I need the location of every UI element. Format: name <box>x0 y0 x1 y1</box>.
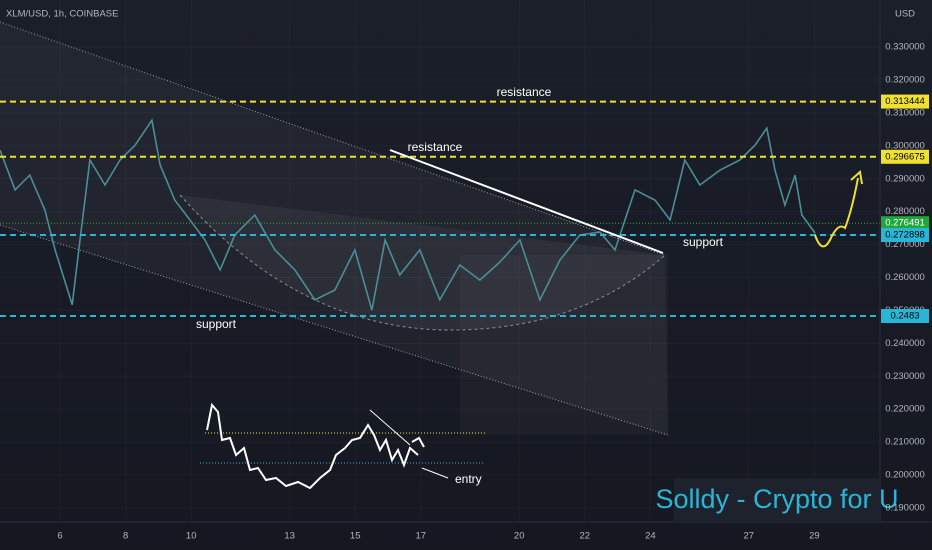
sketch-path <box>206 402 419 490</box>
x-tick-label: 20 <box>514 531 525 542</box>
projection-arrow <box>850 170 863 185</box>
y-tick-label: 0.220000 <box>885 404 925 415</box>
x-tick-label: 13 <box>284 531 295 542</box>
price-tag-label: 0.296675 <box>885 151 925 162</box>
channel-upper <box>0 21 666 256</box>
entry-arrow <box>421 467 449 479</box>
y-tick-label: 0.200000 <box>885 470 925 481</box>
price-tag <box>881 228 929 243</box>
y-tick-label: 0.280000 <box>885 206 925 217</box>
price-tag <box>881 309 929 324</box>
plot <box>0 100 880 318</box>
sketch-arrow <box>411 436 425 448</box>
price-tag-label: 0.276491 <box>885 218 925 229</box>
price-tag-label: 0.313444 <box>885 96 925 107</box>
y-tick-label: 0.230000 <box>885 371 925 382</box>
channel <box>0 22 668 435</box>
projection <box>814 177 859 248</box>
annotation: support <box>683 235 724 249</box>
y-tick-label: 0.240000 <box>885 338 925 349</box>
price-tag <box>881 216 929 231</box>
y-tick-label: 0.210000 <box>885 437 925 448</box>
y-tick-label: 0.260000 <box>885 272 925 283</box>
price-tag-label: 0.272898 <box>885 230 925 241</box>
x-tick-label: 24 <box>645 531 656 542</box>
annotation: resistance <box>408 140 463 154</box>
cup-curve <box>179 194 666 331</box>
y-tick-label: 0.310000 <box>885 107 925 118</box>
chart-title: XLM/USD, 1h, COINBASE <box>6 9 118 20</box>
y-tick-label: 0.270000 <box>885 239 925 250</box>
annotation: entry <box>455 472 482 486</box>
y-tick-label: 0.300000 <box>885 140 925 151</box>
x-tick-label: 22 <box>580 531 591 542</box>
x-tick-label: 6 <box>57 531 62 542</box>
price-tag <box>881 149 929 164</box>
x-tick-label: 29 <box>809 531 820 542</box>
y-tick-label: 0.290000 <box>885 173 925 184</box>
x-tick-label: 10 <box>186 531 197 542</box>
y-tick-label: 0.190000 <box>885 502 925 513</box>
annotation: support <box>196 317 237 331</box>
x-tick-label: 8 <box>123 531 128 542</box>
trendline <box>389 149 664 254</box>
y-tick-label: 0.330000 <box>885 42 925 53</box>
watermark-box <box>674 478 880 522</box>
y-axis-label: USD <box>895 9 915 20</box>
sketch-line <box>369 409 411 446</box>
watermark: Solldy - Crypto for U <box>655 484 898 514</box>
x-tick-label: 27 <box>744 531 755 542</box>
x-tick-label: 17 <box>416 531 427 542</box>
y-tick-label: 0.320000 <box>885 75 925 86</box>
sketch: entry <box>200 402 485 490</box>
price-tag <box>881 94 929 109</box>
annotation: resistance <box>497 85 552 99</box>
price-tag-label: 0.2483 <box>890 311 919 322</box>
price-line <box>0 118 816 311</box>
x-tick-label: 15 <box>350 531 361 542</box>
